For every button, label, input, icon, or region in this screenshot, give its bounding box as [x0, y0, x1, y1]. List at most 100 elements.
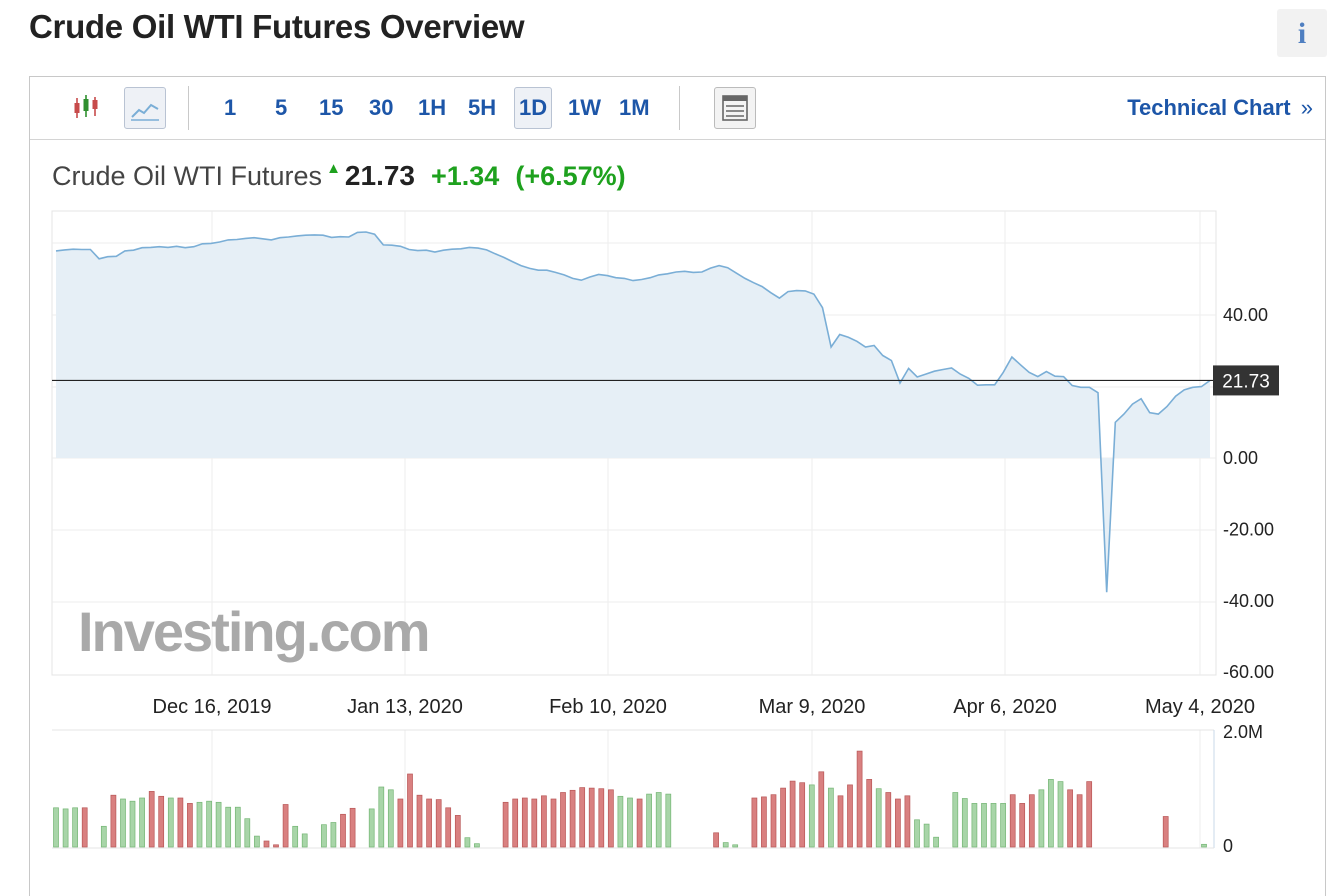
- price-change: +1.34: [431, 161, 500, 191]
- table-view-icon[interactable]: [714, 87, 756, 129]
- interval-15-button[interactable]: 15: [319, 95, 344, 120]
- interval-5-button[interactable]: 5: [275, 95, 288, 120]
- last-price: 21.73: [344, 160, 415, 191]
- toolbar-divider: [679, 86, 680, 130]
- volume-bar: [387, 789, 394, 848]
- volume-bar: [244, 818, 251, 848]
- volume-bar: [665, 793, 672, 848]
- volume-bar: [139, 797, 145, 848]
- volume-bar: [1009, 794, 1016, 848]
- volume-bar: [196, 801, 203, 848]
- volume-bar: [215, 801, 222, 848]
- volume-bar: [732, 844, 739, 848]
- volume-bar: [349, 807, 356, 848]
- volume-bar: [330, 822, 337, 848]
- y-axis: 40.00 0.00 -20.00 -40.00 -60.00: [1223, 305, 1274, 682]
- volume-bar: [885, 792, 892, 848]
- volume-bar: [875, 788, 882, 848]
- volume-bar: [1048, 779, 1054, 848]
- interval-5h-button[interactable]: 5H: [468, 95, 497, 120]
- volume-bar: [761, 796, 767, 848]
- volume-bar: [579, 787, 586, 848]
- volume-bar: [598, 788, 605, 848]
- volume-bar: [722, 842, 729, 848]
- volume-bar: [1076, 794, 1083, 848]
- interval-30-button[interactable]: 30: [369, 95, 394, 120]
- volume-bar: [828, 787, 834, 848]
- y-tick-label: -60.00: [1223, 662, 1274, 682]
- chart-widget: 1 5 15 30 1H 5H 1D 1W 1M Technical Chart…: [29, 76, 1326, 896]
- x-tick-label: Dec 16, 2019: [153, 696, 272, 718]
- volume-bar: [187, 803, 193, 848]
- technical-chart-link[interactable]: Technical Chart »: [1127, 95, 1313, 121]
- volume-bar: [321, 824, 327, 848]
- volume-bar: [72, 807, 78, 848]
- svg-text:Investing.com: Investing.com: [78, 600, 429, 663]
- volume-bar: [435, 799, 442, 848]
- info-icon[interactable]: i: [1277, 9, 1327, 57]
- volume-bar: [426, 798, 432, 848]
- volume-bar: [617, 795, 624, 848]
- volume-bar: [1000, 803, 1006, 848]
- technical-chart-label: Technical Chart: [1127, 95, 1291, 120]
- volume-bar: [789, 780, 796, 848]
- volume-bar: [81, 807, 88, 848]
- volume-bar: [1028, 794, 1035, 848]
- volume-bar: [560, 792, 566, 848]
- interval-1m-button[interactable]: 1M: [619, 95, 650, 120]
- volume-bar: [263, 840, 270, 848]
- volume-bar: [541, 795, 547, 848]
- plot-frame: [51, 210, 1217, 676]
- y-tick-label: 40.00: [1223, 305, 1268, 325]
- volume-bar: [502, 801, 509, 848]
- volume-bar: [167, 797, 174, 848]
- volume-bar: [100, 825, 107, 848]
- up-arrow-icon: ▲: [326, 160, 341, 177]
- volume-bar: [1038, 789, 1045, 848]
- svg-text:21.73: 21.73: [1222, 371, 1270, 392]
- volume-bar: [225, 806, 232, 848]
- volume-bar: [416, 794, 423, 848]
- volume-bar: [866, 779, 873, 848]
- volume-bar: [531, 798, 538, 848]
- volume-bar: [1057, 781, 1064, 848]
- x-tick-label: May 4, 2020: [1145, 696, 1255, 718]
- x-tick-label: Jan 13, 2020: [347, 696, 463, 718]
- volume-bar: [158, 795, 165, 848]
- page-title: Crude Oil WTI Futures Overview: [29, 8, 525, 45]
- interval-1d-button[interactable]: 1D: [514, 87, 553, 129]
- volume-bar: [770, 794, 777, 848]
- volume-bar: [407, 773, 413, 848]
- interval-1w-button[interactable]: 1W: [568, 95, 601, 120]
- volume-bar: [808, 784, 815, 848]
- interval-1h-button[interactable]: 1H: [418, 95, 447, 120]
- candlestick-chart-icon[interactable]: [65, 87, 107, 129]
- line-chart-icon[interactable]: [124, 87, 166, 129]
- volume-bar: [340, 813, 346, 848]
- volume-bar: [397, 798, 404, 848]
- y-tick-label: -20.00: [1223, 519, 1274, 539]
- volume-bar: [952, 792, 959, 848]
- volume-bar: [856, 750, 863, 848]
- volume-bar: [454, 815, 461, 848]
- volume-bar: [847, 784, 853, 848]
- y-tick-label: -40.00: [1223, 591, 1274, 611]
- y-tick-label: 0.00: [1223, 448, 1258, 468]
- interval-1-button[interactable]: 1: [224, 95, 237, 120]
- volume-bar: [445, 807, 452, 848]
- toolbar-divider: [188, 86, 189, 130]
- volume-bar: [273, 844, 279, 848]
- volume-bar: [923, 823, 930, 848]
- volume-bar: [148, 791, 155, 848]
- volume-bar: [751, 797, 758, 848]
- volume-bar: [1086, 781, 1093, 848]
- volume-bar: [895, 798, 901, 848]
- volume-bar: [713, 832, 719, 848]
- instrument-name: Crude Oil WTI Futures: [52, 161, 323, 191]
- volume-bar: [914, 819, 920, 848]
- volume-max-label: 2.0M: [1223, 722, 1263, 742]
- volume-bar: [971, 803, 978, 848]
- volume-bar: [569, 789, 576, 848]
- x-tick-label: Apr 6, 2020: [953, 696, 1056, 718]
